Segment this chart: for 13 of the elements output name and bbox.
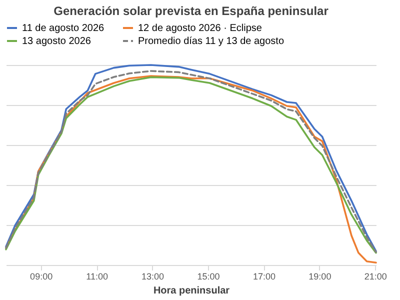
x-tick-label: 09:00: [30, 272, 53, 282]
x-tick-label: 17:00: [252, 272, 276, 282]
x-tick-label: 13:00: [142, 272, 164, 282]
x-tick-label: 21:00: [364, 272, 387, 282]
x-tick-label: 11:00: [86, 272, 108, 282]
legend-label: Promedio días 11 y 13 de agosto: [138, 36, 284, 47]
legend-label: 13 agosto 2026: [22, 36, 92, 47]
x-axis-title: Hora peninsular: [153, 286, 230, 296]
legend-label: 11 de agosto 2026: [22, 23, 105, 34]
legend-label: 12 de agosto 2026 · Eclipse: [138, 23, 262, 34]
x-tick-label: 15:00: [197, 272, 220, 282]
chart-title: Generación solar prevista en España peninsular: [54, 4, 329, 18]
x-tick-label: 19:00: [308, 272, 332, 282]
